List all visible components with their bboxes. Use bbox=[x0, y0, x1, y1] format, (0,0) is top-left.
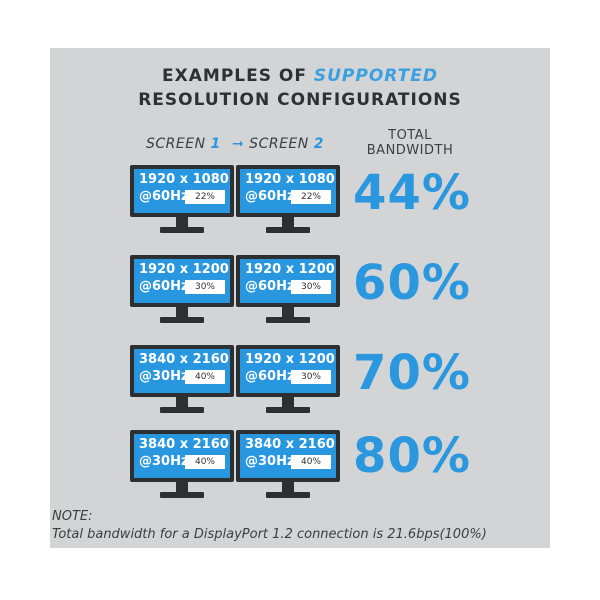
refresh-rate-text: @60Hz bbox=[245, 369, 295, 384]
monitor-screen-1: 1920 x 1200 @60Hz 30% bbox=[130, 255, 234, 331]
total-bandwidth-value: 60% bbox=[353, 255, 471, 311]
screen-2-heading: ➞ SCREEN 2 bbox=[232, 136, 324, 152]
refresh-rate-text: @30Hz bbox=[139, 454, 189, 469]
monitor-stand bbox=[266, 227, 310, 233]
resolution-text: 1920 x 1080 bbox=[139, 172, 229, 187]
monitor-screen-1: 3840 x 2160 @30Hz 40% bbox=[130, 430, 234, 506]
monitor-display: 3840 x 2160 @30Hz 40% bbox=[134, 349, 230, 393]
refresh-rate-text: @60Hz bbox=[245, 189, 295, 204]
monitor-display: 1920 x 1200 @60Hz 30% bbox=[240, 349, 336, 393]
monitor-display: 1920 x 1080 @60Hz 22% bbox=[134, 169, 230, 213]
refresh-rate-text: @30Hz bbox=[139, 369, 189, 384]
monitor-display: 3840 x 2160 @30Hz 40% bbox=[134, 434, 230, 478]
monitor-neck bbox=[176, 397, 188, 407]
monitor-stand bbox=[266, 492, 310, 498]
screen-1-label: SCREEN bbox=[146, 136, 211, 152]
monitor-screen-2: 1920 x 1200 @60Hz 30% bbox=[236, 255, 340, 331]
resolution-text: 3840 x 2160 bbox=[139, 437, 229, 452]
monitor-neck bbox=[176, 217, 188, 227]
resolution-text: 1920 x 1200 bbox=[245, 262, 335, 277]
resolution-text: 1920 x 1080 bbox=[245, 172, 335, 187]
title-prefix: EXAMPLES OF bbox=[162, 66, 314, 86]
monitor-display: 1920 x 1200 @60Hz 30% bbox=[134, 259, 230, 303]
resolution-text: 1920 x 1200 bbox=[245, 352, 335, 367]
monitor-neck bbox=[282, 307, 294, 317]
monitor-stand bbox=[160, 407, 204, 413]
monitor-stand bbox=[266, 317, 310, 323]
monitor-stand bbox=[160, 317, 204, 323]
title-line-2: RESOLUTION CONFIGURATIONS bbox=[138, 90, 462, 110]
bandwidth-percent-badge: 22% bbox=[291, 190, 331, 204]
total-bandwidth-value: 70% bbox=[353, 345, 471, 401]
monitor-stand bbox=[266, 407, 310, 413]
monitor-neck bbox=[282, 397, 294, 407]
monitor-neck bbox=[282, 482, 294, 492]
screen-2-number: 2 bbox=[313, 136, 324, 152]
bandwidth-percent-badge: 40% bbox=[185, 370, 225, 384]
monitor-screen-2: 1920 x 1080 @60Hz 22% bbox=[236, 165, 340, 241]
monitor-neck bbox=[282, 217, 294, 227]
monitor-neck bbox=[176, 482, 188, 492]
bandwidth-percent-badge: 30% bbox=[185, 280, 225, 294]
refresh-rate-text: @60Hz bbox=[245, 279, 295, 294]
monitor-screen-1: 3840 x 2160 @30Hz 40% bbox=[130, 345, 234, 421]
resolution-text: 3840 x 2160 bbox=[139, 352, 229, 367]
monitor-neck bbox=[176, 307, 188, 317]
screen-2-label: SCREEN bbox=[244, 136, 314, 152]
monitor-stand bbox=[160, 227, 204, 233]
arrow-right-icon: ➞ bbox=[232, 136, 245, 152]
bandwidth-percent-badge: 30% bbox=[291, 370, 331, 384]
bandwidth-percent-badge: 22% bbox=[185, 190, 225, 204]
note-text: Total bandwidth for a DisplayPort 1.2 co… bbox=[52, 527, 487, 542]
monitor-screen-1: 1920 x 1080 @60Hz 22% bbox=[130, 165, 234, 241]
total-bandwidth-value: 80% bbox=[353, 428, 471, 484]
screen-1-number: 1 bbox=[210, 136, 221, 152]
refresh-rate-text: @60Hz bbox=[139, 279, 189, 294]
bandwidth-percent-badge: 30% bbox=[291, 280, 331, 294]
monitor-display: 3840 x 2160 @30Hz 40% bbox=[240, 434, 336, 478]
monitor-display: 1920 x 1200 @60Hz 30% bbox=[240, 259, 336, 303]
total-heading-line-2: BANDWIDTH bbox=[366, 143, 454, 158]
total-heading-line-1: TOTAL bbox=[388, 128, 432, 143]
resolution-text: 3840 x 2160 bbox=[245, 437, 335, 452]
title-line-1: EXAMPLES OF SUPPORTED bbox=[0, 66, 600, 86]
refresh-rate-text: @30Hz bbox=[245, 454, 295, 469]
refresh-rate-text: @60Hz bbox=[139, 189, 189, 204]
screen-1-heading: SCREEN 1 bbox=[146, 136, 221, 152]
title-highlight: SUPPORTED bbox=[313, 66, 438, 86]
monitor-display: 1920 x 1080 @60Hz 22% bbox=[240, 169, 336, 213]
total-bandwidth-value: 44% bbox=[353, 165, 471, 221]
bandwidth-percent-badge: 40% bbox=[185, 455, 225, 469]
total-bandwidth-heading: TOTAL BANDWIDTH bbox=[352, 128, 468, 158]
bandwidth-percent-badge: 40% bbox=[291, 455, 331, 469]
resolution-text: 1920 x 1200 bbox=[139, 262, 229, 277]
note-label: NOTE: bbox=[52, 509, 93, 524]
monitor-stand bbox=[160, 492, 204, 498]
monitor-screen-2: 3840 x 2160 @30Hz 40% bbox=[236, 430, 340, 506]
monitor-screen-2: 1920 x 1200 @60Hz 30% bbox=[236, 345, 340, 421]
